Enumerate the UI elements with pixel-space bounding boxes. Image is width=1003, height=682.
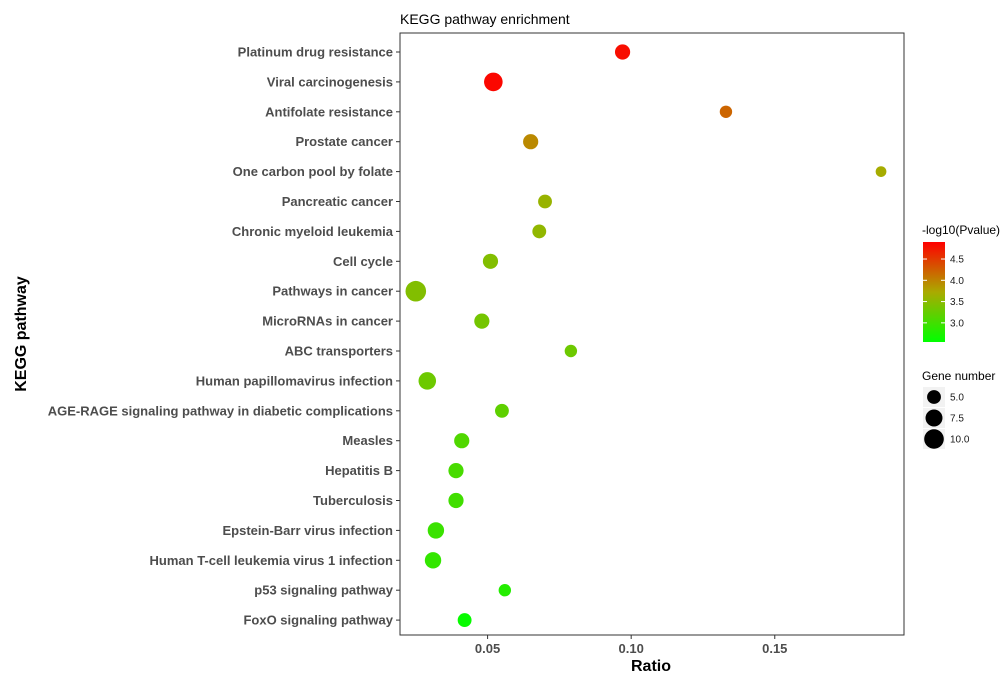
y-tick-label: Antifolate resistance xyxy=(265,104,393,119)
y-tick-label: FoxO signaling pathway xyxy=(243,613,393,628)
y-tick-label: Pathways in cancer xyxy=(272,284,393,299)
y-tick-label: Viral carcinogenesis xyxy=(267,74,393,89)
data-point xyxy=(474,313,490,329)
y-tick-label: Pancreatic cancer xyxy=(282,194,393,209)
color-legend-title: -log10(Pvalue) xyxy=(922,223,1000,237)
data-point xyxy=(614,44,631,60)
size-legend-title: Gene number xyxy=(922,369,995,383)
x-axis-title: Ratio xyxy=(631,658,671,675)
y-tick-label: Prostate cancer xyxy=(295,134,393,149)
data-points xyxy=(405,44,887,628)
color-legend-tick-label: 4.0 xyxy=(950,276,964,287)
data-point xyxy=(448,463,464,479)
color-legend-bar xyxy=(923,242,945,342)
chart-title: KEGG pathway enrichment xyxy=(400,11,570,27)
y-tick-label: Human papillomavirus infection xyxy=(196,373,393,388)
y-tick-label: ABC transporters xyxy=(285,344,393,359)
color-legend-tick-label: 3.5 xyxy=(950,297,964,308)
y-tick-label: Tuberculosis xyxy=(313,493,393,508)
data-point xyxy=(498,584,512,597)
y-tick-label: p53 signaling pathway xyxy=(254,583,393,598)
x-tick-label: 0.05 xyxy=(475,641,500,656)
data-point xyxy=(495,403,509,418)
color-legend-tick-label: 3.0 xyxy=(950,318,964,329)
plot-panel xyxy=(399,32,905,636)
data-point xyxy=(418,372,437,390)
y-tick-label: Platinum drug resistance xyxy=(238,45,393,60)
y-tick-label: AGE-RAGE signaling pathway in diabetic c… xyxy=(48,403,393,418)
y-tick-label: Epstein-Barr virus infection xyxy=(223,523,394,538)
x-tick-label: 0.15 xyxy=(762,641,787,656)
data-point xyxy=(482,253,499,269)
data-point xyxy=(405,280,427,302)
data-point xyxy=(427,522,445,539)
y-axis-title: KEGG pathway xyxy=(13,276,30,392)
data-point xyxy=(875,166,887,177)
data-point xyxy=(457,613,472,628)
y-tick-label: Chronic myeloid leukemia xyxy=(232,224,394,239)
y-tick-label: Human T-cell leukemia virus 1 infection xyxy=(150,553,394,568)
data-point xyxy=(484,72,503,92)
y-tick-label: MicroRNAs in cancer xyxy=(262,314,393,329)
size-legend-label: 7.5 xyxy=(950,414,964,425)
data-point xyxy=(538,194,552,209)
data-point xyxy=(564,344,578,358)
size-legend-dot xyxy=(927,390,941,404)
y-tick-label: Cell cycle xyxy=(333,254,393,269)
x-tick-label: 0.10 xyxy=(619,641,644,656)
x-axis: 0.05 0.10 0.15 xyxy=(475,635,787,656)
y-tick-label: One carbon pool by folate xyxy=(233,164,393,179)
y-tick-label: Hepatitis B xyxy=(325,463,393,478)
size-legend-dot xyxy=(924,429,944,449)
size-legend-keys: 5.0 7.5 10.0 xyxy=(923,387,970,449)
y-axis: Platinum drug resistance Viral carcinogen… xyxy=(48,45,400,628)
size-legend-label: 5.0 xyxy=(950,393,964,404)
color-legend-tick-label: 4.5 xyxy=(950,255,964,266)
data-point xyxy=(454,433,470,449)
color-legend: -log10(Pvalue) 3.0 3.5 4.0 4.5 xyxy=(922,223,1000,342)
data-point xyxy=(448,492,464,509)
data-point xyxy=(523,134,539,150)
color-legend-ticks: 3.0 3.5 4.0 4.5 xyxy=(923,255,964,329)
data-point xyxy=(532,224,547,239)
data-point xyxy=(719,105,733,119)
size-legend: Gene number 5.0 7.5 10.0 xyxy=(922,369,995,449)
y-tick-label: Measles xyxy=(342,433,393,448)
size-legend-label: 10.0 xyxy=(950,435,970,446)
size-legend-dot xyxy=(925,409,943,427)
data-point xyxy=(424,552,442,569)
